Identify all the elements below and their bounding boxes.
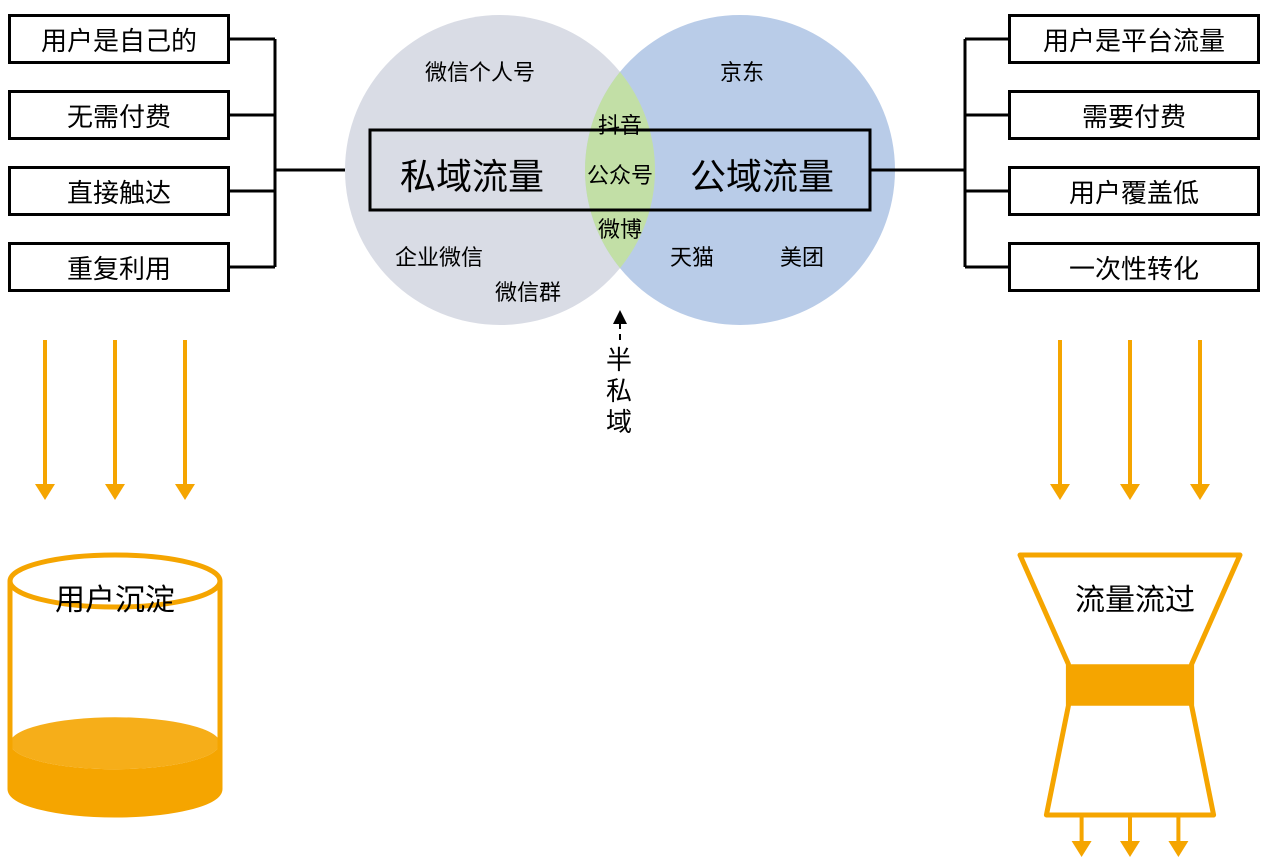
- right-box-label-2: 用户覆盖低: [1069, 173, 1199, 210]
- overlap-item-2: 微博: [598, 212, 642, 244]
- venn-left-item-1: 企业微信: [395, 240, 483, 272]
- right-box-2: 用户覆盖低: [1008, 166, 1260, 216]
- overlap-item-0: 抖音: [598, 108, 642, 140]
- semi-private-label: 半私域: [606, 345, 632, 439]
- left-box-0: 用户是自己的: [8, 14, 230, 64]
- right-box-label-3: 一次性转化: [1069, 249, 1199, 286]
- left-box-label-2: 直接触达: [67, 173, 171, 210]
- left-box-1: 无需付费: [8, 90, 230, 140]
- overlap-item-1: 公众号: [587, 158, 653, 190]
- venn-left-title: 私域流量: [400, 148, 544, 200]
- venn-right-title: 公域流量: [690, 148, 834, 200]
- funnel-label: 流量流过: [1075, 575, 1195, 619]
- right-box-0: 用户是平台流量: [1008, 14, 1260, 64]
- venn-right-item-2: 美团: [780, 240, 824, 272]
- left-box-label-3: 重复利用: [67, 249, 171, 286]
- right-box-1: 需要付费: [1008, 90, 1260, 140]
- right-box-label-1: 需要付费: [1082, 97, 1186, 134]
- left-box-2: 直接触达: [8, 166, 230, 216]
- venn-right-item-0: 京东: [720, 55, 764, 87]
- venn-left-item-2: 微信群: [495, 275, 561, 307]
- cylinder-label: 用户沉淀: [55, 575, 175, 619]
- left-box-label-1: 无需付费: [67, 97, 171, 134]
- left-box-label-0: 用户是自己的: [41, 21, 197, 58]
- right-box-3: 一次性转化: [1008, 242, 1260, 292]
- venn-right-item-1: 天猫: [670, 240, 714, 272]
- left-box-3: 重复利用: [8, 242, 230, 292]
- right-box-label-0: 用户是平台流量: [1043, 21, 1225, 58]
- venn-left-item-0: 微信个人号: [425, 55, 535, 87]
